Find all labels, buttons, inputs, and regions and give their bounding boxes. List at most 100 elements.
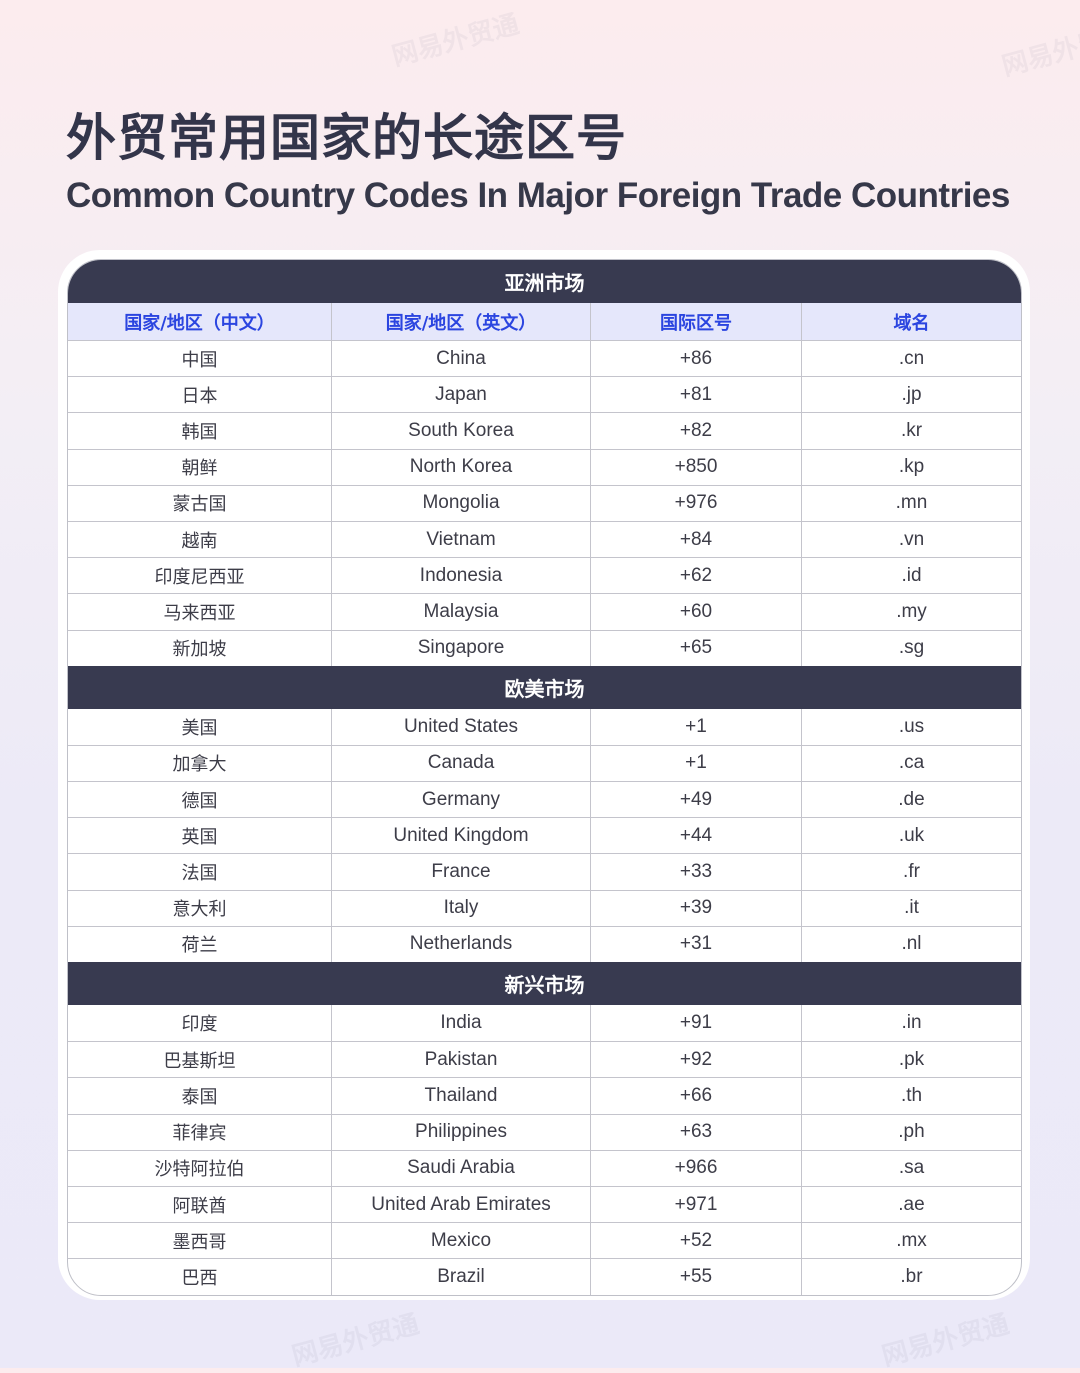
cell-country-en: Mongolia (331, 485, 590, 521)
cell-domain: .in (801, 1005, 1021, 1042)
cell-dial-code: +60 (590, 594, 801, 630)
cell-domain: .ph (801, 1114, 1021, 1150)
table-row: 越南 Vietnam +84 .vn (68, 520, 1021, 558)
cell-domain: .mx (801, 1223, 1021, 1259)
cell-country-cn: 沙特阿拉伯 (154, 1159, 245, 1181)
cell-country-cn: 法国 (181, 863, 218, 885)
table-row: 菲律宾 Philippines +63 .ph (68, 1113, 1021, 1150)
cell-domain: .nl (801, 926, 1021, 962)
cell-domain: .vn (801, 521, 1021, 558)
watermark: 网易外贸通 (288, 1309, 423, 1373)
cell-country-en: Netherlands (331, 926, 590, 962)
cell-dial-code: +63 (590, 1114, 801, 1150)
cell-country-cn: 越南 (181, 530, 218, 552)
cell-country-cn: 韩国 (181, 421, 218, 443)
cell-country-en: Germany (331, 782, 590, 818)
cell-dial-code: +55 (590, 1259, 801, 1295)
cell-domain: .fr (801, 854, 1021, 890)
table-row: 沙特阿拉伯 Saudi Arabia +966 .sa (68, 1149, 1021, 1186)
watermark: 网易外贸通 (878, 1309, 1013, 1373)
cell-domain: .us (801, 708, 1021, 745)
cell-country-cn: 印度 (181, 1014, 218, 1036)
cell-domain: .mn (801, 485, 1021, 521)
cell-country-en: Pakistan (331, 1042, 590, 1078)
cell-domain: .pk (801, 1042, 1021, 1078)
cell-country-en: Mexico (331, 1223, 590, 1259)
page-title: 外贸常用国家的长途区号 (66, 109, 627, 167)
cell-country-en: Thailand (331, 1078, 590, 1114)
column-header-country-en: 国家/地区（英文） (331, 303, 590, 340)
cell-domain: .my (801, 594, 1021, 630)
table-row: 巴基斯坦 Pakistan +92 .pk (68, 1041, 1021, 1078)
cell-dial-code: +1 (590, 708, 801, 745)
cell-dial-code: +1 (590, 745, 801, 782)
cell-country-cn: 朝鲜 (181, 458, 218, 480)
table-row: 德国 Germany +49 .de (68, 781, 1021, 818)
table-row: 阿联酋 United Arab Emirates +971 .ae (68, 1185, 1021, 1223)
cell-country-cn: 墨西哥 (172, 1231, 227, 1253)
column-header-country-cn: 国家/地区（中文） (124, 312, 275, 334)
page-subtitle: Common Country Codes In Major Foreign Tr… (66, 176, 1010, 215)
cell-country-en: North Korea (331, 449, 590, 485)
cell-dial-code: +33 (590, 854, 801, 890)
cell-dial-code: +39 (590, 890, 801, 926)
cell-country-en: United Arab Emirates (331, 1186, 590, 1223)
table-row: 韩国 South Korea +82 .kr (68, 412, 1021, 449)
section-header: 亚洲市场 (68, 260, 1021, 303)
cell-country-cn: 意大利 (172, 899, 227, 921)
cell-country-cn: 阿联酋 (172, 1195, 227, 1217)
cell-country-en: Malaysia (331, 594, 590, 630)
country-codes-table: 亚洲市场 国家/地区（中文） 国家/地区（英文） 国际区号 域名 中国 China +86 .c… (67, 259, 1022, 1296)
table-row: 加拿大 Canada +1 .ca (68, 744, 1021, 782)
table-row: 蒙古国 Mongolia +976 .mn (68, 484, 1021, 521)
cell-dial-code: +44 (590, 818, 801, 854)
cell-country-en: India (331, 1005, 590, 1042)
table-row: 马来西亚 Malaysia +60 .my (68, 593, 1021, 630)
table-row: 印度尼西亚 Indonesia +62 .id (68, 557, 1021, 594)
cell-dial-code: +81 (590, 377, 801, 413)
cell-domain: .it (801, 890, 1021, 926)
cell-country-en: Vietnam (331, 521, 590, 558)
cell-dial-code: +971 (590, 1186, 801, 1223)
cell-dial-code: +52 (590, 1223, 801, 1259)
cell-country-cn: 巴西 (181, 1267, 218, 1289)
cell-dial-code: +49 (590, 782, 801, 818)
cell-dial-code: +31 (590, 926, 801, 962)
cell-domain: .id (801, 558, 1021, 594)
table-row: 荷兰 Netherlands +31 .nl (68, 925, 1021, 962)
cell-domain: .kr (801, 413, 1021, 449)
cell-domain: .br (801, 1259, 1021, 1295)
cell-country-cn: 荷兰 (181, 935, 218, 957)
table-row: 泰国 Thailand +66 .th (68, 1077, 1021, 1114)
cell-dial-code: +966 (590, 1150, 801, 1186)
table-row: 意大利 Italy +39 .it (68, 889, 1021, 926)
cell-dial-code: +850 (590, 449, 801, 485)
cell-dial-code: +82 (590, 413, 801, 449)
cell-country-en: Italy (331, 890, 590, 926)
cell-domain: .sa (801, 1150, 1021, 1186)
cell-country-en: Japan (331, 377, 590, 413)
cell-country-en: United Kingdom (331, 818, 590, 854)
table-row: 新加坡 Singapore +65 .sg (68, 629, 1021, 666)
cell-country-en: United States (331, 708, 590, 745)
cell-country-en: Philippines (331, 1114, 590, 1150)
cell-country-cn: 马来西亚 (163, 602, 236, 624)
cell-domain: .sg (801, 630, 1021, 666)
section-header: 新兴市场 (68, 962, 1021, 1005)
cell-country-cn: 新加坡 (172, 639, 227, 661)
table-row: 印度 India +91 .in (68, 1005, 1021, 1042)
cell-country-cn: 英国 (181, 826, 218, 848)
table-card (58, 250, 1030, 1300)
table-row: 巴西 Brazil +55 .br (68, 1258, 1021, 1295)
cell-dial-code: +86 (590, 341, 801, 377)
cell-country-en: Brazil (331, 1259, 590, 1295)
table-row: 美国 United States +1 .us (68, 708, 1021, 745)
cell-country-cn: 德国 (181, 790, 218, 812)
cell-country-cn: 美国 (181, 717, 218, 739)
cell-country-en: China (331, 341, 590, 377)
table-row: 墨西哥 Mexico +52 .mx (68, 1222, 1021, 1259)
cell-dial-code: +66 (590, 1078, 801, 1114)
table-row: 朝鲜 North Korea +850 .kp (68, 448, 1021, 485)
cell-country-en: Canada (331, 745, 590, 782)
cell-dial-code: +91 (590, 1005, 801, 1042)
